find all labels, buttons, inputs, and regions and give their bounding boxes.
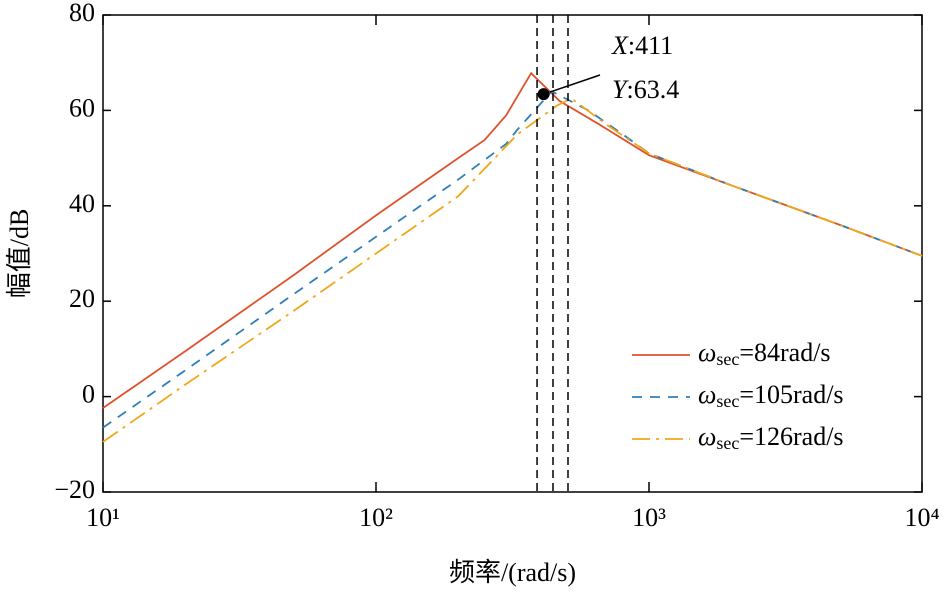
annotation-text: Y:63.4	[612, 75, 679, 104]
y-tick-label: 60	[69, 93, 95, 122]
legend-label-part: ω	[698, 338, 716, 367]
legend-label: ωsec=105rad/s	[698, 380, 844, 411]
annotation-name: Y	[612, 75, 629, 104]
x-tick-label: 10¹	[86, 503, 120, 532]
legend-label-part: =105rad/s	[739, 380, 843, 409]
y-axis-label: 幅值/dB	[5, 209, 34, 299]
legend-label-part: sec	[716, 433, 739, 453]
x-tick-label: 10²	[359, 503, 393, 532]
annotation-separator: :	[628, 31, 635, 60]
series-line	[102, 90, 923, 429]
legend-label: ωsec=126rad/s	[698, 422, 844, 453]
y-tick-label: 20	[69, 284, 95, 313]
x-axis-label: 频率/(rad/s)	[449, 558, 576, 587]
y-tick-label: −20	[54, 475, 95, 504]
annotation-value: 411	[635, 31, 673, 60]
annotation-name: X	[611, 31, 629, 60]
legend-label-part: ω	[698, 422, 716, 451]
annotation-point	[537, 88, 550, 101]
y-tick-label: 40	[69, 189, 95, 218]
legend-label-part: ω	[698, 380, 716, 409]
x-tick-label: 10⁴	[904, 503, 939, 532]
legend-label-part: =126rad/s	[739, 422, 843, 451]
legend-label-part: sec	[716, 391, 739, 411]
legend-label-part: =84rad/s	[739, 338, 830, 367]
y-tick-label: 0	[82, 380, 95, 409]
annotation-separator: :	[626, 75, 633, 104]
legend-label-part: sec	[716, 349, 739, 369]
x-tick-label: 10³	[632, 503, 666, 532]
annotation-arrow	[549, 74, 601, 93]
series-line	[102, 97, 923, 443]
legend-label: ωsec=84rad/s	[698, 338, 831, 369]
annotation-value: 63.4	[634, 75, 680, 104]
plot-frame	[102, 14, 923, 493]
y-tick-label: 80	[69, 0, 95, 27]
annotation-text: X:411	[611, 31, 673, 60]
